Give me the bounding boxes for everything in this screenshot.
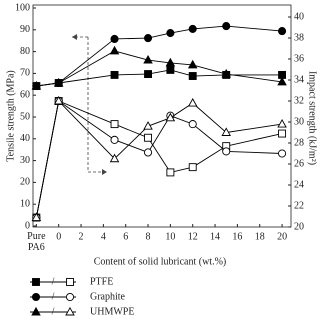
marker	[144, 70, 152, 79]
marker	[221, 68, 231, 78]
y2-tick-label: 30	[294, 116, 304, 127]
marker	[143, 148, 153, 157]
y-tick-label: 90	[20, 24, 30, 35]
legend-label: PTFE	[90, 276, 113, 287]
marker	[53, 77, 64, 87]
marker	[278, 27, 287, 36]
arrow-right	[87, 37, 104, 173]
y-tick-label: 60	[20, 89, 30, 100]
y2-tick-label: 40	[294, 11, 304, 22]
legend-sep: /	[52, 306, 55, 317]
x-tick-label: 14	[210, 231, 220, 242]
marker	[109, 45, 120, 55]
marker	[166, 168, 175, 177]
y2-tick-label: 38	[294, 32, 304, 43]
impact-line	[35, 100, 283, 218]
x-tick-label: 16	[232, 231, 242, 242]
marker	[31, 80, 42, 90]
tensile-line	[36, 50, 283, 87]
marker	[188, 72, 197, 80]
y-tick-label: 20	[20, 177, 30, 188]
marker	[277, 76, 287, 86]
x-tick-label: 12	[188, 231, 198, 242]
x-tick-label: 10	[165, 231, 175, 242]
annotation-arrows	[72, 36, 104, 173]
x-axis-title: Content of solid lubricant (wt.%)	[94, 256, 226, 267]
y2-tick-label: 26	[294, 158, 304, 169]
marker	[31, 212, 42, 221]
y-tick-label: 30	[20, 155, 30, 166]
tensile-line	[36, 25, 283, 87]
x-tick-label: Pure PA6	[27, 231, 46, 253]
x-tick-label: 4	[101, 231, 106, 242]
marker	[222, 147, 231, 156]
marker	[277, 118, 287, 128]
marker	[166, 65, 175, 74]
y-tick-label: 10	[20, 198, 30, 209]
y2-tick-label: 32	[294, 95, 304, 106]
marker	[143, 54, 153, 64]
marker	[31, 292, 41, 302]
arrow-head	[72, 34, 77, 40]
marker	[143, 121, 153, 130]
y2-tick-label: 24	[294, 179, 304, 190]
y-tick-label: 50	[20, 111, 30, 122]
y-tick-label: 40	[20, 133, 30, 144]
legend-label: Graphite	[90, 291, 126, 302]
marker	[65, 306, 75, 316]
marker	[110, 120, 119, 129]
x-tick-label: 2	[79, 231, 84, 242]
y2-axis-title: Impact strength (kJ/m²)	[307, 71, 318, 165]
marker	[222, 22, 231, 31]
marker	[188, 24, 197, 33]
marker	[165, 57, 176, 67]
marker	[65, 292, 75, 302]
marker	[110, 70, 119, 79]
y-tick-label: 70	[20, 68, 30, 79]
marker	[109, 153, 120, 163]
x-tick-label: 0	[56, 231, 61, 242]
plot-frame	[32, 4, 292, 228]
y2-tick-label: 36	[294, 53, 304, 64]
marker	[32, 278, 40, 286]
impact-line	[35, 100, 283, 218]
x-tick-label: 18	[255, 231, 265, 242]
y2-tick-label: 28	[294, 137, 304, 148]
y2-tick-label: 22	[294, 200, 304, 211]
x-tick-label: 8	[146, 231, 151, 242]
marker	[188, 120, 197, 129]
marker	[188, 163, 197, 172]
marker	[187, 59, 198, 69]
marker	[31, 306, 41, 316]
marker	[143, 34, 153, 43]
y-tick-label: 100	[15, 2, 30, 13]
y2-tick-label: 34	[294, 74, 304, 85]
marker	[110, 135, 119, 144]
marker	[66, 278, 74, 286]
marker	[278, 129, 287, 138]
marker	[221, 127, 231, 136]
marker	[144, 133, 152, 142]
marker	[110, 34, 119, 44]
marker	[53, 95, 64, 105]
impact-line	[35, 100, 283, 218]
legend-sep: /	[52, 291, 55, 302]
marker	[187, 97, 198, 107]
x-tick-label: 6	[123, 231, 128, 242]
y-tick-label: 80	[20, 46, 30, 57]
y-axis-title: Tensile strength (MPa)	[5, 70, 16, 162]
x-tick-label: 20	[277, 231, 287, 242]
legend-sep: /	[52, 276, 55, 287]
tensile-line	[36, 69, 283, 87]
arrow-head	[102, 169, 107, 175]
marker	[166, 29, 175, 38]
y2-tick-label: 20	[294, 221, 304, 232]
y-tick-label: 0	[25, 220, 30, 231]
marker	[278, 149, 287, 158]
legend-label: UHMWPE	[90, 306, 134, 317]
marker	[165, 112, 176, 122]
